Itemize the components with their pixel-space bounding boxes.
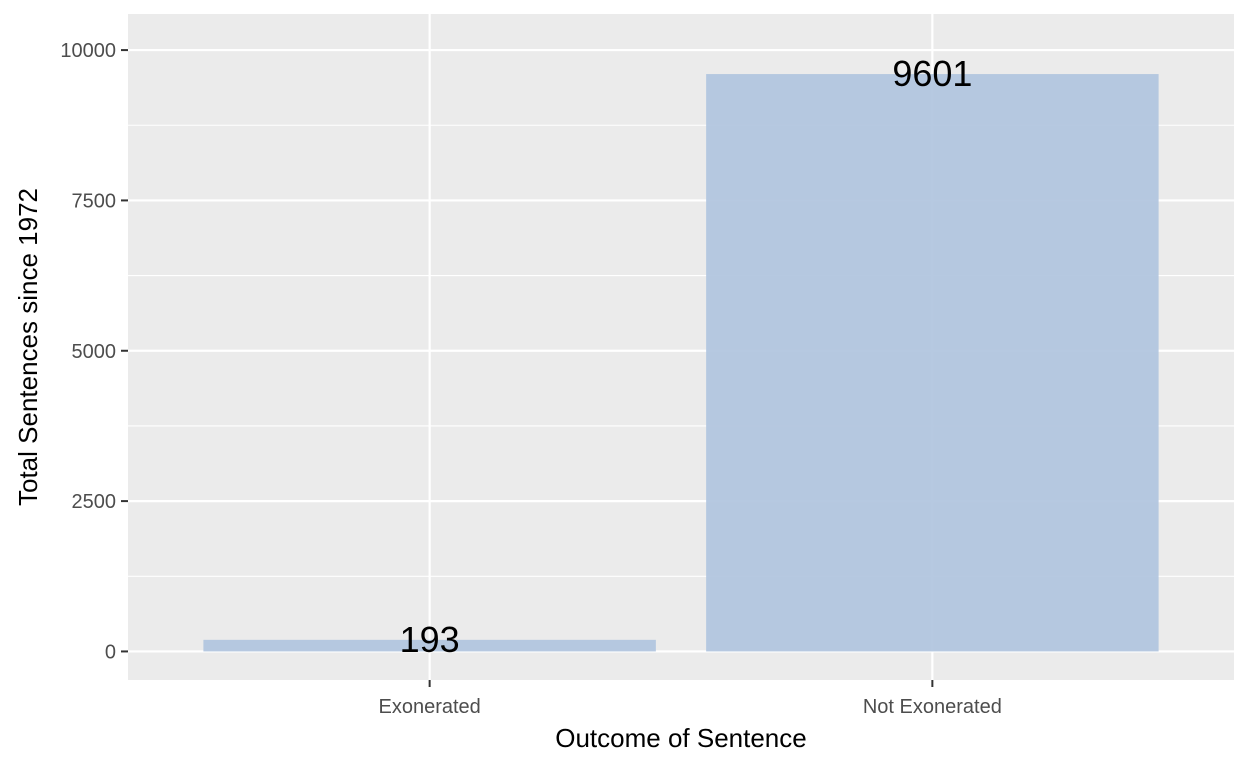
y-tick-label: 2500 — [72, 491, 117, 513]
y-axis-title: Total Sentences since 1972 — [13, 188, 43, 506]
bar — [706, 74, 1159, 652]
x-tick-label: Not Exonerated — [863, 696, 1002, 718]
x-axis: Exonerated Not Exonerated — [378, 680, 1002, 718]
y-tick-label: 5000 — [72, 341, 117, 363]
bars — [203, 74, 1159, 652]
bar — [203, 639, 656, 652]
data-label: 9601 — [892, 53, 972, 94]
data-labels: 193 9601 — [400, 53, 973, 660]
y-axis: 0 2500 5000 7500 10000 — [60, 40, 128, 663]
y-tick-label: 10000 — [60, 40, 116, 62]
data-label: 193 — [400, 619, 460, 660]
y-tick-label: 0 — [105, 641, 116, 663]
y-tick-label: 7500 — [72, 190, 117, 212]
x-tick-label: Exonerated — [378, 696, 480, 718]
x-axis-title: Outcome of Sentence — [555, 723, 806, 753]
